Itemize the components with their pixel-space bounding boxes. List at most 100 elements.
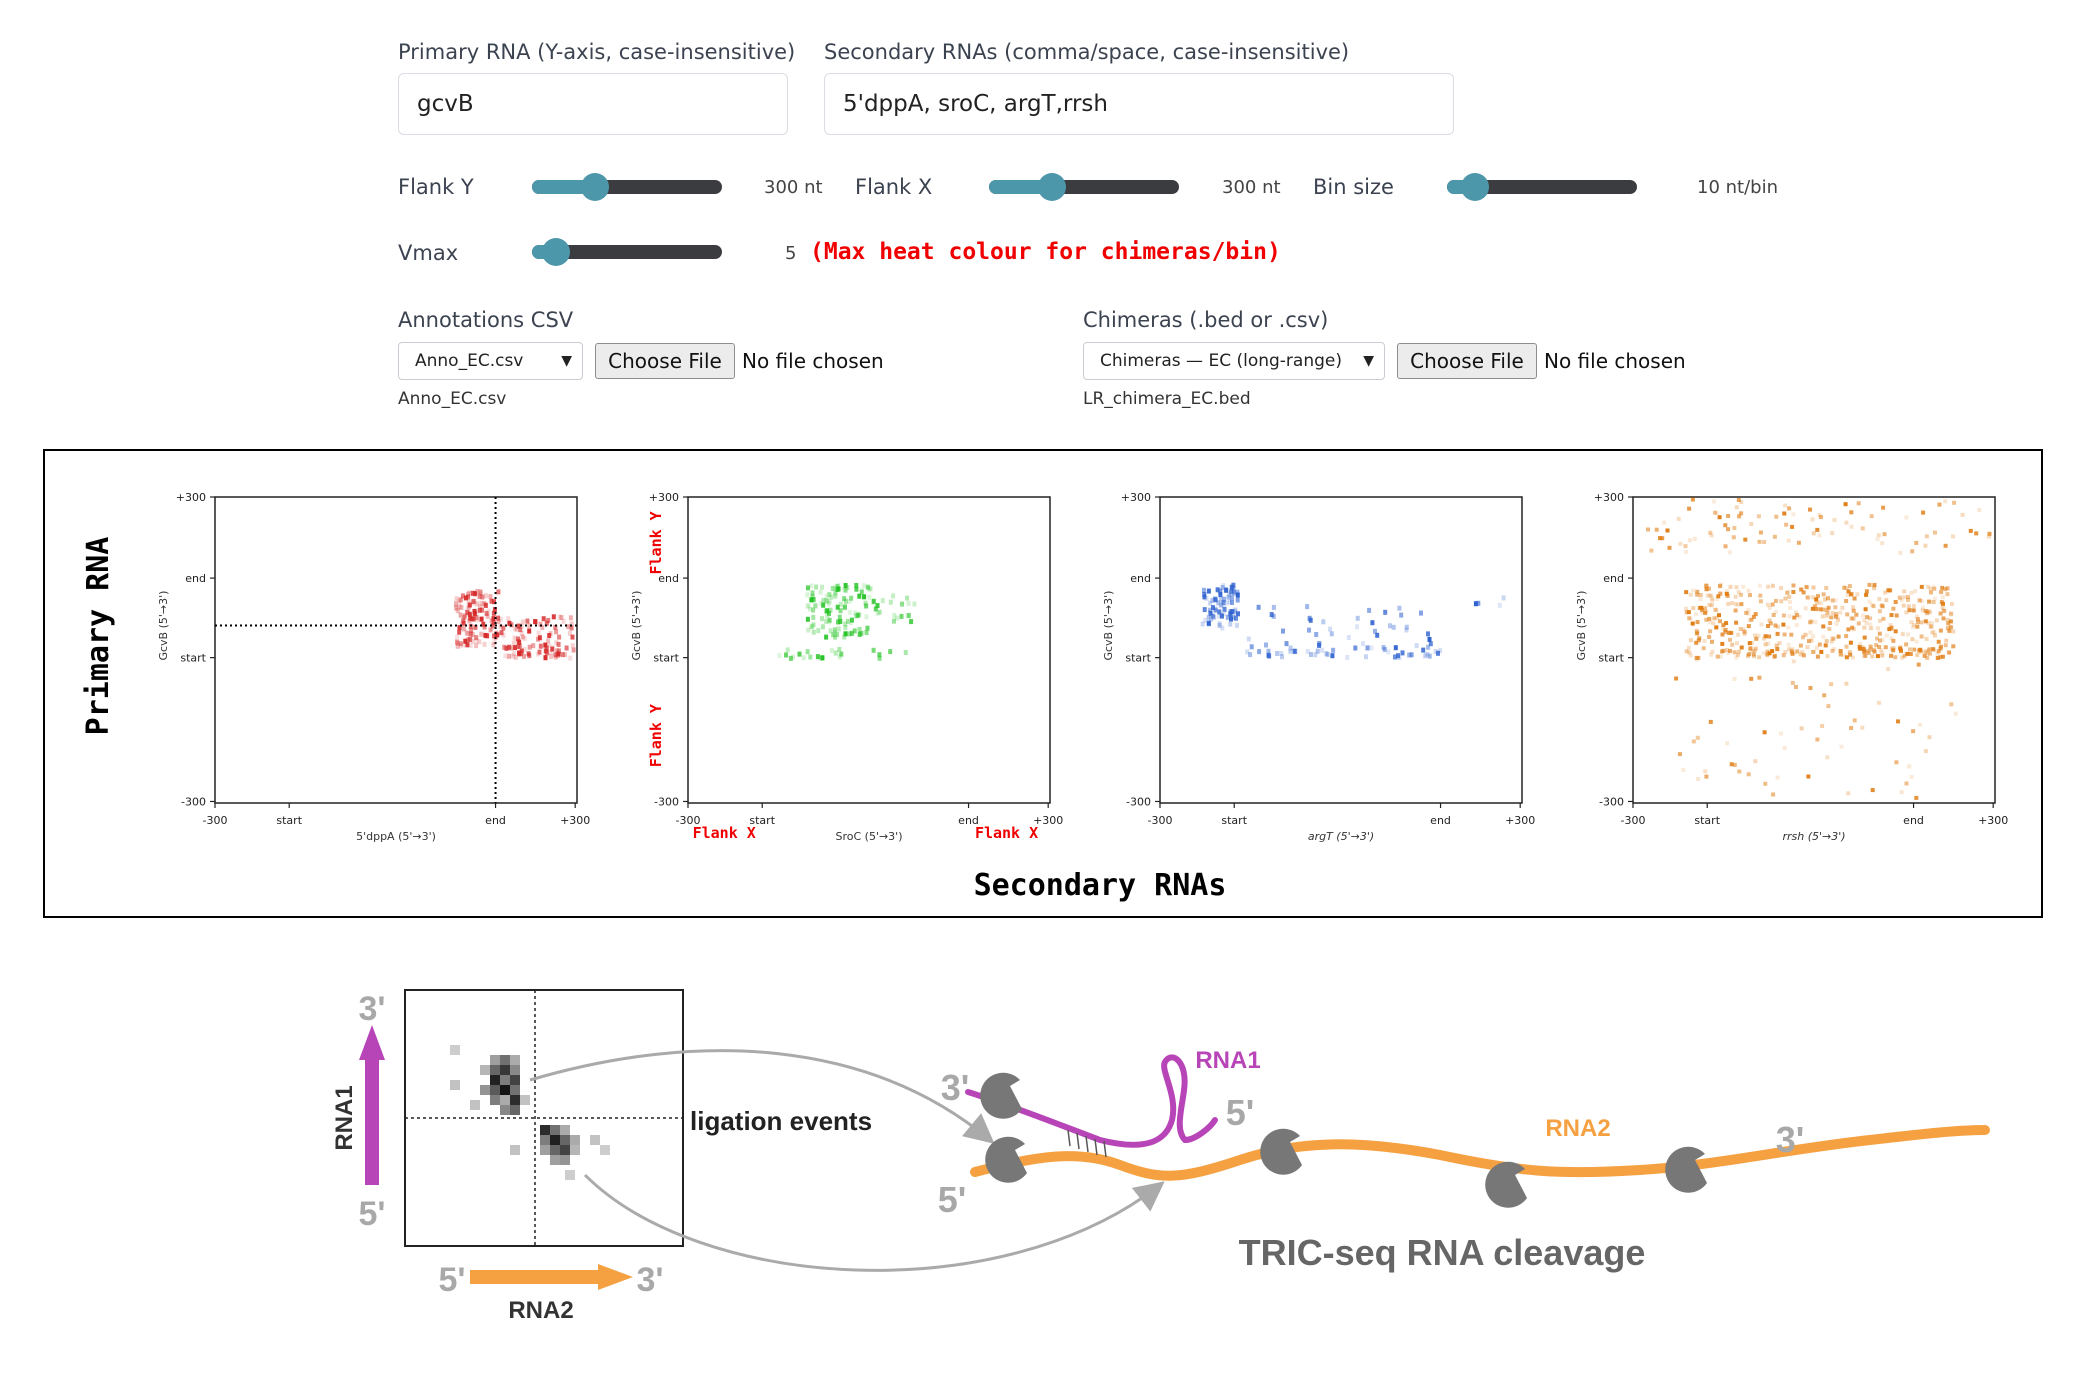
heatmap-cell bbox=[1271, 604, 1276, 610]
bin-size-slider[interactable] bbox=[1447, 173, 1637, 201]
heatmap-cell bbox=[1695, 589, 1700, 594]
rna2-3prime-label: 3' bbox=[637, 1261, 664, 1299]
heatmap-cell bbox=[1751, 652, 1756, 657]
heatmap-cell bbox=[877, 609, 882, 615]
vmax-slider-handle[interactable] bbox=[542, 238, 570, 266]
heatmap-cell bbox=[1264, 642, 1268, 648]
heatmap-cell bbox=[1386, 649, 1391, 655]
annotations-choose-file-button[interactable]: Choose File bbox=[595, 343, 735, 379]
heatmap-cell bbox=[1710, 639, 1714, 644]
heatmap-cell bbox=[1891, 648, 1896, 653]
bin-size-slider-handle[interactable] bbox=[1461, 173, 1489, 201]
heatmap-cell bbox=[1279, 650, 1284, 656]
heatmap-cell bbox=[1748, 593, 1752, 598]
heatmap-cell bbox=[536, 636, 540, 642]
heatmap-cell bbox=[1221, 605, 1226, 611]
heatmap-cell bbox=[1695, 620, 1700, 625]
heatmap-cell bbox=[1820, 724, 1825, 729]
heatmap-cell bbox=[1779, 586, 1784, 591]
vmax-value: 5 bbox=[785, 243, 797, 264]
chimeras-loaded-file: LR_chimera_EC.bed bbox=[1083, 389, 1251, 409]
heatmap-cell bbox=[1269, 612, 1274, 618]
heatmap-cell bbox=[834, 583, 839, 589]
ligation-events-label: ligation events bbox=[690, 1106, 872, 1136]
heatmap-cell bbox=[877, 655, 882, 661]
heatmap-cell bbox=[1811, 585, 1816, 590]
chimeras-choose-file-button[interactable]: Choose File bbox=[1397, 343, 1537, 379]
heatmap-cell bbox=[1218, 592, 1223, 598]
mini-heatmap-cell bbox=[490, 1075, 500, 1085]
heatmap-cell bbox=[477, 593, 482, 599]
heatmap-cell bbox=[1945, 617, 1950, 622]
annotations-select[interactable]: Anno_EC.csv ▼ bbox=[398, 342, 583, 380]
heatmap-cell bbox=[1714, 615, 1719, 620]
heatmap-cell bbox=[1710, 598, 1715, 603]
heatmap-cell bbox=[1797, 614, 1802, 619]
heatmap-cell bbox=[518, 651, 523, 657]
heatmap-cell bbox=[1866, 650, 1871, 655]
heatmap-cell bbox=[1759, 622, 1764, 627]
heatmap-cell bbox=[1845, 612, 1850, 617]
heatmap-cell bbox=[1743, 537, 1748, 542]
heatmap-cell bbox=[1923, 650, 1928, 655]
heatmap-cell bbox=[1400, 650, 1405, 656]
heatmap-cell bbox=[468, 636, 473, 642]
heatmap-cell bbox=[490, 617, 495, 623]
heatmap-cell bbox=[466, 591, 470, 597]
heatmap-cell bbox=[1766, 624, 1770, 628]
heatmap-cell bbox=[1833, 598, 1838, 603]
heatmap-cell bbox=[458, 612, 463, 618]
heatmap-cell bbox=[1222, 596, 1227, 602]
heatmap-cell bbox=[1860, 526, 1865, 531]
heatmap-cell bbox=[1877, 609, 1882, 614]
heatmap-cell bbox=[1894, 760, 1899, 765]
heatmap-cell bbox=[1221, 600, 1226, 606]
heatmap-cell bbox=[1658, 536, 1662, 541]
heatmap-cell bbox=[1781, 653, 1786, 658]
heatmap-cell bbox=[507, 644, 512, 650]
heatmap-cell bbox=[569, 621, 574, 627]
heatmap-cell bbox=[1943, 587, 1948, 592]
heatmap-cell bbox=[1821, 592, 1826, 597]
heatmap-cell bbox=[1364, 654, 1368, 660]
heatmap-cell bbox=[1694, 628, 1699, 633]
heatmap-cell bbox=[1226, 594, 1231, 600]
heatmap-cell bbox=[1867, 582, 1872, 587]
heatmap-cell bbox=[1832, 518, 1837, 522]
heatmap-cell bbox=[1814, 600, 1819, 605]
mini-heatmap-cell bbox=[500, 1065, 510, 1075]
heatmap-cell bbox=[1809, 638, 1814, 643]
heatmap-cell bbox=[826, 601, 831, 607]
flank-x-slider-handle[interactable] bbox=[1038, 173, 1066, 201]
heatmap-cell bbox=[1707, 586, 1711, 591]
heatmap-cell bbox=[1937, 502, 1942, 507]
primary-rna-input[interactable]: gcvB bbox=[398, 73, 788, 135]
vmax-slider[interactable] bbox=[532, 238, 722, 266]
heatmap-cell bbox=[474, 615, 479, 621]
heatmap-cell bbox=[820, 624, 825, 630]
heatmap-cell bbox=[1382, 647, 1387, 653]
heatmap-cell bbox=[1907, 764, 1912, 769]
heatmap-cell bbox=[1819, 649, 1824, 654]
heatmap-cell bbox=[1476, 600, 1481, 606]
cleavage-enzyme-icon bbox=[1665, 1146, 1707, 1193]
primary-rna-label: Primary RNA (Y-axis, case-insensitive) bbox=[398, 40, 796, 64]
heatmap-cell bbox=[836, 619, 841, 625]
flank-y-slider-handle[interactable] bbox=[581, 173, 609, 201]
flank-y-slider[interactable] bbox=[532, 173, 722, 201]
secondary-rnas-input[interactable]: 5'dppA, sroC, argT,rrsh bbox=[824, 73, 1454, 135]
heatmap-cell bbox=[1674, 676, 1679, 681]
heatmap-cell bbox=[518, 627, 523, 633]
heatmap-cell bbox=[492, 633, 496, 639]
heatmap-cell bbox=[1798, 652, 1803, 657]
chimeras-select[interactable]: Chimeras — EC (long-range) ▼ bbox=[1083, 342, 1385, 380]
heatmap-cell bbox=[1292, 648, 1297, 654]
heatmap-cell bbox=[1868, 626, 1873, 631]
heatmap-cell bbox=[1220, 585, 1225, 590]
heatmap-cell bbox=[1800, 650, 1805, 655]
heatmap-cell bbox=[1891, 646, 1896, 650]
heatmap-cell bbox=[864, 603, 869, 609]
heatmap-cell bbox=[1726, 630, 1731, 635]
flank-x-slider[interactable] bbox=[989, 173, 1179, 201]
heatmap-cell bbox=[1699, 605, 1704, 610]
